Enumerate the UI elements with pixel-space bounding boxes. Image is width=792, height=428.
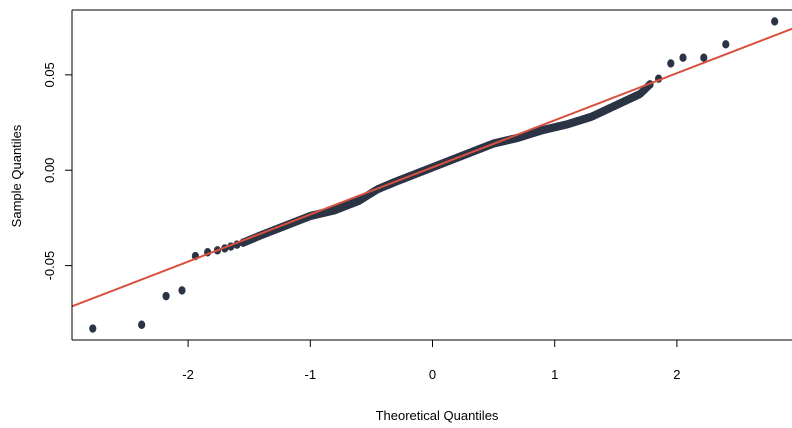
reference-line — [71, 27, 792, 308]
x-tick-label: 0 — [429, 367, 436, 382]
data-point — [162, 291, 170, 301]
x-tick-label: 2 — [673, 367, 680, 382]
data-point — [771, 17, 779, 26]
data-point — [667, 59, 675, 68]
data-point — [138, 320, 146, 329]
y-tick-label: -0.05 — [42, 251, 57, 281]
x-ticks: -2 -1 0 1 2 — [182, 340, 681, 382]
data-point — [679, 53, 687, 62]
y-ticks: -0.05 0.00 0.05 — [42, 62, 72, 280]
x-tick-label: -2 — [182, 367, 194, 382]
y-axis-title: Sample Quantiles — [9, 124, 24, 227]
data-point — [722, 40, 730, 49]
data-point — [700, 53, 708, 62]
x-axis-title: Theoretical Quantiles — [376, 408, 499, 423]
x-tick-label: -1 — [305, 367, 317, 382]
data-point — [89, 324, 97, 333]
data-point — [178, 286, 186, 295]
x-tick-label: 1 — [551, 367, 558, 382]
y-tick-label: 0.00 — [42, 158, 57, 183]
data-points — [89, 17, 779, 333]
y-tick-label: 0.05 — [42, 62, 57, 87]
